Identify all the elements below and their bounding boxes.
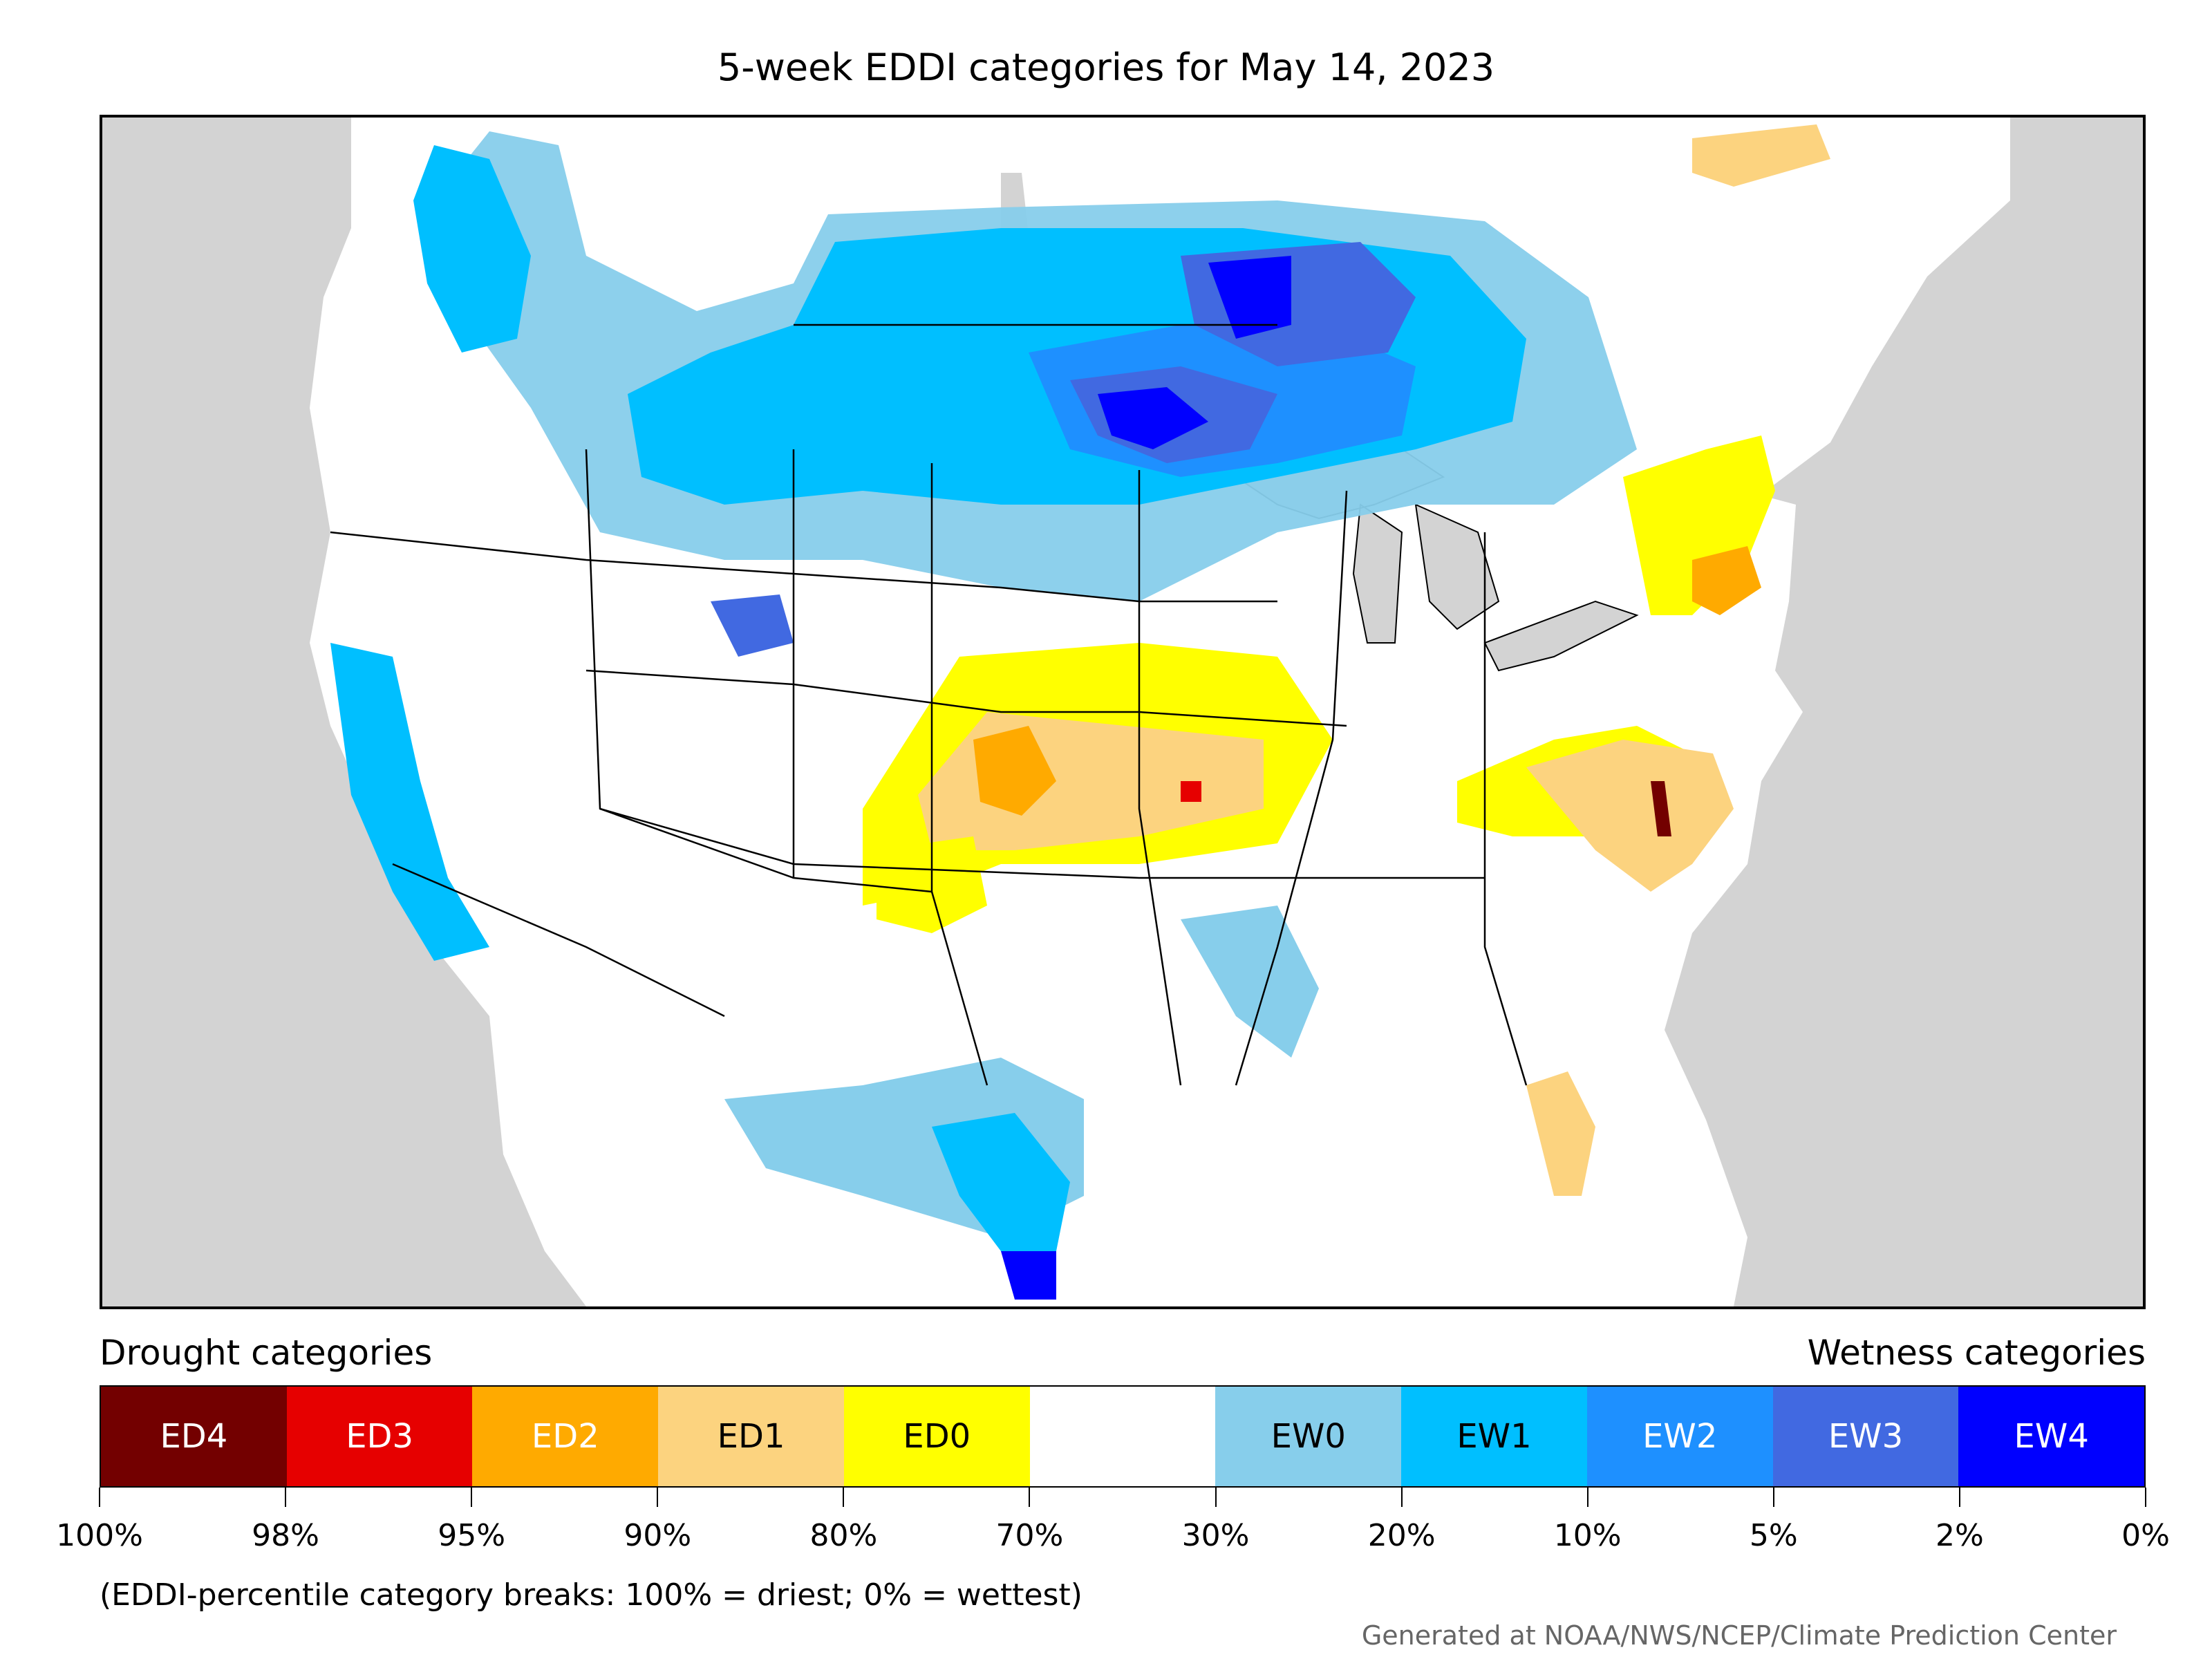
virginia-ed4 bbox=[1651, 781, 1671, 836]
legend-tick-label: 0% bbox=[2121, 1518, 2170, 1553]
delta-wet bbox=[1181, 906, 1319, 1058]
wyoming-wet-ew2 bbox=[711, 594, 794, 657]
legend-swatch-ew3: EW3 bbox=[1772, 1387, 1959, 1486]
legend-tick-label: 95% bbox=[438, 1518, 506, 1553]
map-canvas bbox=[310, 118, 2010, 1306]
legend-tick bbox=[843, 1488, 845, 1507]
legend-swatch-ew1: EW1 bbox=[1401, 1387, 1587, 1486]
legend-tick bbox=[99, 1488, 100, 1507]
state-boundaries bbox=[330, 324, 1528, 1086]
legend-swatch-ed1: ED1 bbox=[658, 1387, 844, 1486]
legend-tick-label: 2% bbox=[1936, 1518, 1984, 1553]
new-england-ed2 bbox=[1692, 546, 1761, 615]
legend-tick-label: 100% bbox=[56, 1518, 143, 1553]
legend-tick-label: 30% bbox=[1181, 1518, 1250, 1553]
california-wet bbox=[330, 643, 489, 961]
legend-tick-label: 20% bbox=[1367, 1518, 1436, 1553]
legend-tick bbox=[1215, 1488, 1217, 1507]
legend-swatch-ed3: ED3 bbox=[286, 1387, 473, 1486]
pnw-wet bbox=[413, 145, 531, 353]
credit-line: Generated at NOAA/NWS/NCEP/Climate Predi… bbox=[1361, 1620, 2117, 1651]
legend-tick bbox=[1772, 1488, 1774, 1507]
legend-swatch-ew4: EW4 bbox=[1958, 1387, 2145, 1486]
legend-swatch-normal bbox=[1029, 1387, 1216, 1486]
legend-tick bbox=[1400, 1488, 1403, 1507]
legend-swatch-ed4: ED4 bbox=[101, 1387, 287, 1486]
legend-tick bbox=[1586, 1488, 1588, 1507]
quebec-ed1 bbox=[1692, 124, 1830, 187]
legend-tick bbox=[285, 1488, 287, 1507]
legend-swatch-ew2: EW2 bbox=[1586, 1387, 1773, 1486]
category-note: (EDDI-percentile category breaks: 100% =… bbox=[100, 1577, 1082, 1613]
map-title: 5-week EDDI categories for May 14, 2023 bbox=[717, 46, 1495, 89]
missouri-ed3 bbox=[1181, 781, 1201, 802]
us-land bbox=[310, 449, 1803, 1306]
legend-tick-label: 90% bbox=[624, 1518, 692, 1553]
legend-tick-label: 98% bbox=[252, 1518, 319, 1553]
legend-swatch-ed0: ED0 bbox=[843, 1387, 1030, 1486]
wetness-heading: Wetness categories bbox=[1807, 1333, 2146, 1373]
legend-swatch-ed2: ED2 bbox=[472, 1387, 659, 1486]
eddi-map bbox=[100, 115, 2146, 1309]
legend-tick-label: 10% bbox=[1553, 1518, 1622, 1553]
ndakota-wet-ew4 bbox=[1098, 256, 1291, 449]
florida-ed1 bbox=[1526, 1071, 1595, 1196]
legend-tick-label: 80% bbox=[809, 1518, 878, 1553]
south-texas-wet-ew1 bbox=[932, 1113, 1070, 1251]
legend-tick bbox=[471, 1488, 473, 1507]
mid-atlantic-ed1 bbox=[1526, 740, 1734, 892]
kansas-ed2 bbox=[973, 726, 1056, 816]
legend-tick bbox=[1958, 1488, 1960, 1507]
legend-tick-label: 70% bbox=[995, 1518, 1064, 1553]
legend-swatch-ew0: EW0 bbox=[1215, 1387, 1402, 1486]
legend-colorbar: ED4 ED3 ED2 ED1 ED0 EW0 EW1 EW2 EW3 EW4 bbox=[100, 1385, 2146, 1488]
legend-tick bbox=[1029, 1488, 1031, 1507]
legend-tick bbox=[2145, 1488, 2146, 1507]
south-texas-wet-ew3 bbox=[1001, 1251, 1056, 1300]
drought-heading: Drought categories bbox=[100, 1333, 433, 1373]
legend-tick-label: 5% bbox=[1749, 1518, 1798, 1553]
legend-ticks: 100% 98% 95% 90% 80% 70% 30% 20% 10% 5% 2% 0% bbox=[56, 1488, 2170, 1553]
legend-tick bbox=[657, 1488, 659, 1507]
